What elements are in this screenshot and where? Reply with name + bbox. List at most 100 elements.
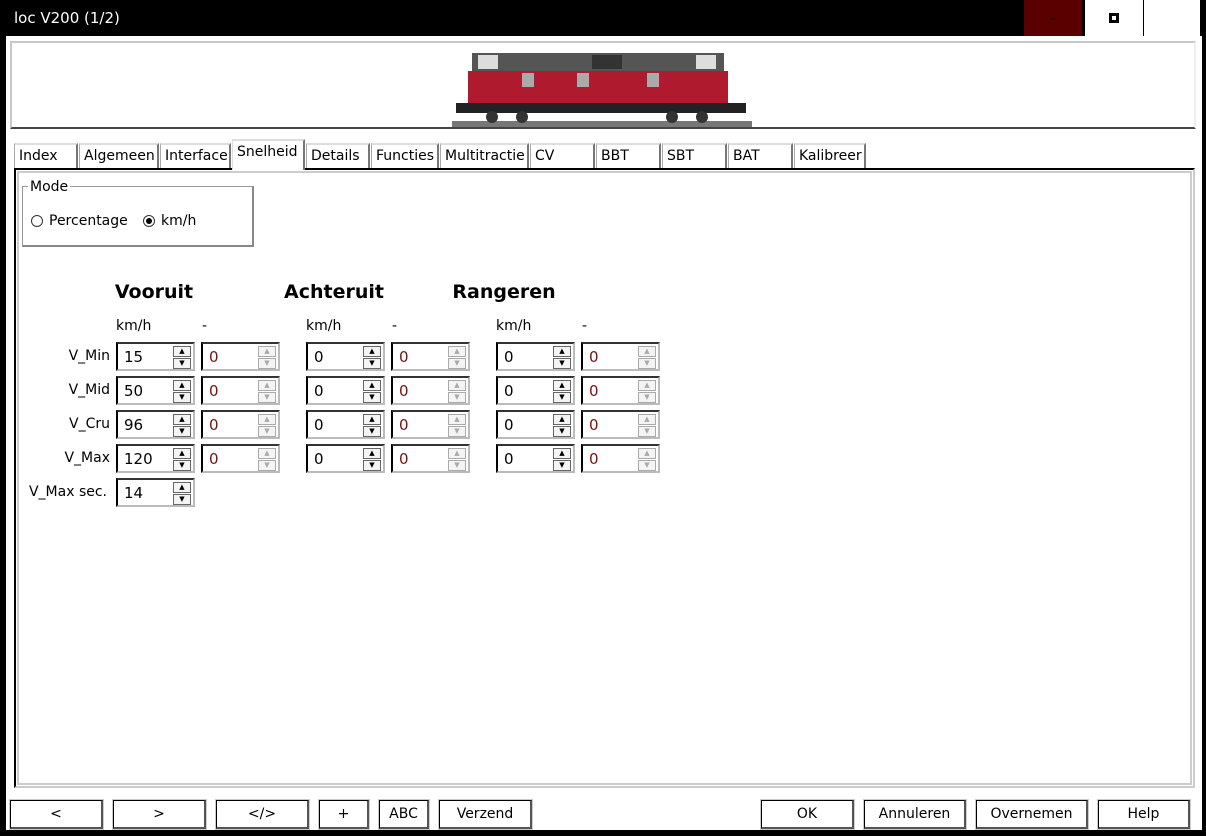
- tab-cv[interactable]: CV: [530, 143, 595, 169]
- spin-rangeren-v_min[interactable]: 0 ▲ ▼: [496, 342, 575, 371]
- spin-value[interactable]: 0: [504, 416, 514, 434]
- spin-down-arrow-icon[interactable]: ▼: [173, 494, 191, 505]
- tab-bat[interactable]: BAT: [728, 143, 793, 169]
- spin-vooruit-v_max[interactable]: 120 ▲ ▼: [116, 444, 195, 473]
- spin-up-arrow-icon[interactable]: ▲: [173, 448, 191, 459]
- ok-button[interactable]: OK: [760, 799, 855, 830]
- spin-rangeren-v_max[interactable]: 0 ▲ ▼: [496, 444, 575, 473]
- spin-down-arrow-icon[interactable]: ▼: [258, 426, 276, 437]
- spin-value[interactable]: 0: [209, 382, 219, 400]
- spin-up-arrow-icon[interactable]: ▲: [258, 414, 276, 425]
- minimize-button[interactable]: –: [1024, 0, 1082, 36]
- spin-up-arrow-icon[interactable]: ▲: [638, 414, 656, 425]
- spin-down-arrow-icon[interactable]: ▼: [638, 426, 656, 437]
- spin-value[interactable]: 0: [209, 450, 219, 468]
- spin-down-arrow-icon[interactable]: ▼: [363, 358, 381, 369]
- spin-value[interactable]: 0: [589, 348, 599, 366]
- spin-up-arrow-icon[interactable]: ▲: [258, 380, 276, 391]
- spin-vooruit-v_min-raw[interactable]: 0 ▲ ▼: [201, 342, 280, 371]
- spin-down-arrow-icon[interactable]: ▼: [553, 358, 571, 369]
- tab-index[interactable]: Index: [14, 143, 78, 169]
- spin-value[interactable]: 0: [314, 348, 324, 366]
- spin-up-arrow-icon[interactable]: ▲: [173, 380, 191, 391]
- prev-button[interactable]: <: [9, 799, 104, 830]
- spin-down-arrow-icon[interactable]: ▼: [553, 392, 571, 403]
- code-button[interactable]: </>: [215, 799, 310, 830]
- spin-down-arrow-icon[interactable]: ▼: [448, 426, 466, 437]
- spin-up-arrow-icon[interactable]: ▲: [173, 482, 191, 493]
- spin-value[interactable]: 0: [504, 348, 514, 366]
- spin-value[interactable]: 0: [209, 416, 219, 434]
- spin-value[interactable]: 0: [589, 382, 599, 400]
- spin-rangeren-v_mid[interactable]: 0 ▲ ▼: [496, 376, 575, 405]
- spin-value[interactable]: 0: [504, 450, 514, 468]
- spin-up-arrow-icon[interactable]: ▲: [553, 448, 571, 459]
- spin-value[interactable]: 0: [589, 416, 599, 434]
- spin-rangeren-v_min-raw[interactable]: 0 ▲ ▼: [581, 342, 660, 371]
- spin-vmax-sec[interactable]: 14 ▲ ▼: [116, 478, 195, 507]
- tab-snelheid[interactable]: Snelheid: [232, 139, 305, 170]
- spin-down-arrow-icon[interactable]: ▼: [553, 460, 571, 471]
- tab-details[interactable]: Details: [306, 143, 370, 169]
- spin-value[interactable]: 0: [399, 416, 409, 434]
- spin-up-arrow-icon[interactable]: ▲: [448, 380, 466, 391]
- spin-vooruit-v_cru-raw[interactable]: 0 ▲ ▼: [201, 410, 280, 439]
- spin-achteruit-v_min[interactable]: 0 ▲ ▼: [306, 342, 385, 371]
- abc-button[interactable]: ABC: [378, 799, 430, 830]
- spin-vooruit-v_cru[interactable]: 96 ▲ ▼: [116, 410, 195, 439]
- spin-value[interactable]: 0: [399, 450, 409, 468]
- spin-up-arrow-icon[interactable]: ▲: [553, 380, 571, 391]
- apply-button[interactable]: Overnemen: [975, 799, 1089, 830]
- spin-down-arrow-icon[interactable]: ▼: [363, 426, 381, 437]
- spin-up-arrow-icon[interactable]: ▲: [173, 346, 191, 357]
- radio-kmh[interactable]: km/h: [143, 213, 196, 229]
- spin-down-arrow-icon[interactable]: ▼: [173, 358, 191, 369]
- spin-down-arrow-icon[interactable]: ▼: [553, 426, 571, 437]
- spin-value[interactable]: 14: [124, 484, 144, 502]
- spin-down-arrow-icon[interactable]: ▼: [638, 392, 656, 403]
- spin-value[interactable]: 0: [399, 348, 409, 366]
- tab-kalibreer[interactable]: Kalibreer: [794, 143, 866, 169]
- spin-down-arrow-icon[interactable]: ▼: [258, 358, 276, 369]
- spin-rangeren-v_mid-raw[interactable]: 0 ▲ ▼: [581, 376, 660, 405]
- spin-rangeren-v_cru-raw[interactable]: 0 ▲ ▼: [581, 410, 660, 439]
- spin-achteruit-v_max[interactable]: 0 ▲ ▼: [306, 444, 385, 473]
- spin-up-arrow-icon[interactable]: ▲: [553, 346, 571, 357]
- tab-bbt[interactable]: BBT: [596, 143, 661, 169]
- spin-vooruit-v_max-raw[interactable]: 0 ▲ ▼: [201, 444, 280, 473]
- maximize-button[interactable]: [1085, 0, 1143, 36]
- spin-down-arrow-icon[interactable]: ▼: [258, 392, 276, 403]
- spin-up-arrow-icon[interactable]: ▲: [363, 414, 381, 425]
- tab-sbt[interactable]: SBT: [662, 143, 727, 169]
- spin-rangeren-v_cru[interactable]: 0 ▲ ▼: [496, 410, 575, 439]
- spin-value[interactable]: 0: [504, 382, 514, 400]
- spin-up-arrow-icon[interactable]: ▲: [173, 414, 191, 425]
- help-button[interactable]: Help: [1097, 799, 1191, 830]
- spin-value[interactable]: 0: [314, 382, 324, 400]
- spin-value[interactable]: 0: [314, 450, 324, 468]
- spin-achteruit-v_cru[interactable]: 0 ▲ ▼: [306, 410, 385, 439]
- spin-up-arrow-icon[interactable]: ▲: [638, 346, 656, 357]
- spin-value[interactable]: 50: [124, 382, 144, 400]
- tab-functies[interactable]: Functies: [371, 143, 439, 169]
- spin-down-arrow-icon[interactable]: ▼: [173, 392, 191, 403]
- spin-achteruit-v_min-raw[interactable]: 0 ▲ ▼: [391, 342, 470, 371]
- spin-vooruit-v_mid[interactable]: 50 ▲ ▼: [116, 376, 195, 405]
- spin-up-arrow-icon[interactable]: ▲: [448, 448, 466, 459]
- spin-down-arrow-icon[interactable]: ▼: [258, 460, 276, 471]
- spin-up-arrow-icon[interactable]: ▲: [258, 346, 276, 357]
- tab-algemeen[interactable]: Algemeen: [79, 143, 159, 169]
- spin-vooruit-v_mid-raw[interactable]: 0 ▲ ▼: [201, 376, 280, 405]
- spin-achteruit-v_cru-raw[interactable]: 0 ▲ ▼: [391, 410, 470, 439]
- tab-interface[interactable]: Interface: [160, 143, 231, 169]
- spin-achteruit-v_mid-raw[interactable]: 0 ▲ ▼: [391, 376, 470, 405]
- spin-up-arrow-icon[interactable]: ▲: [363, 380, 381, 391]
- spin-down-arrow-icon[interactable]: ▼: [173, 460, 191, 471]
- spin-down-arrow-icon[interactable]: ▼: [448, 392, 466, 403]
- spin-value[interactable]: 15: [124, 348, 144, 366]
- spin-down-arrow-icon[interactable]: ▼: [638, 358, 656, 369]
- spin-up-arrow-icon[interactable]: ▲: [553, 414, 571, 425]
- spin-up-arrow-icon[interactable]: ▲: [363, 346, 381, 357]
- spin-value[interactable]: 0: [399, 382, 409, 400]
- spin-value[interactable]: 96: [124, 416, 144, 434]
